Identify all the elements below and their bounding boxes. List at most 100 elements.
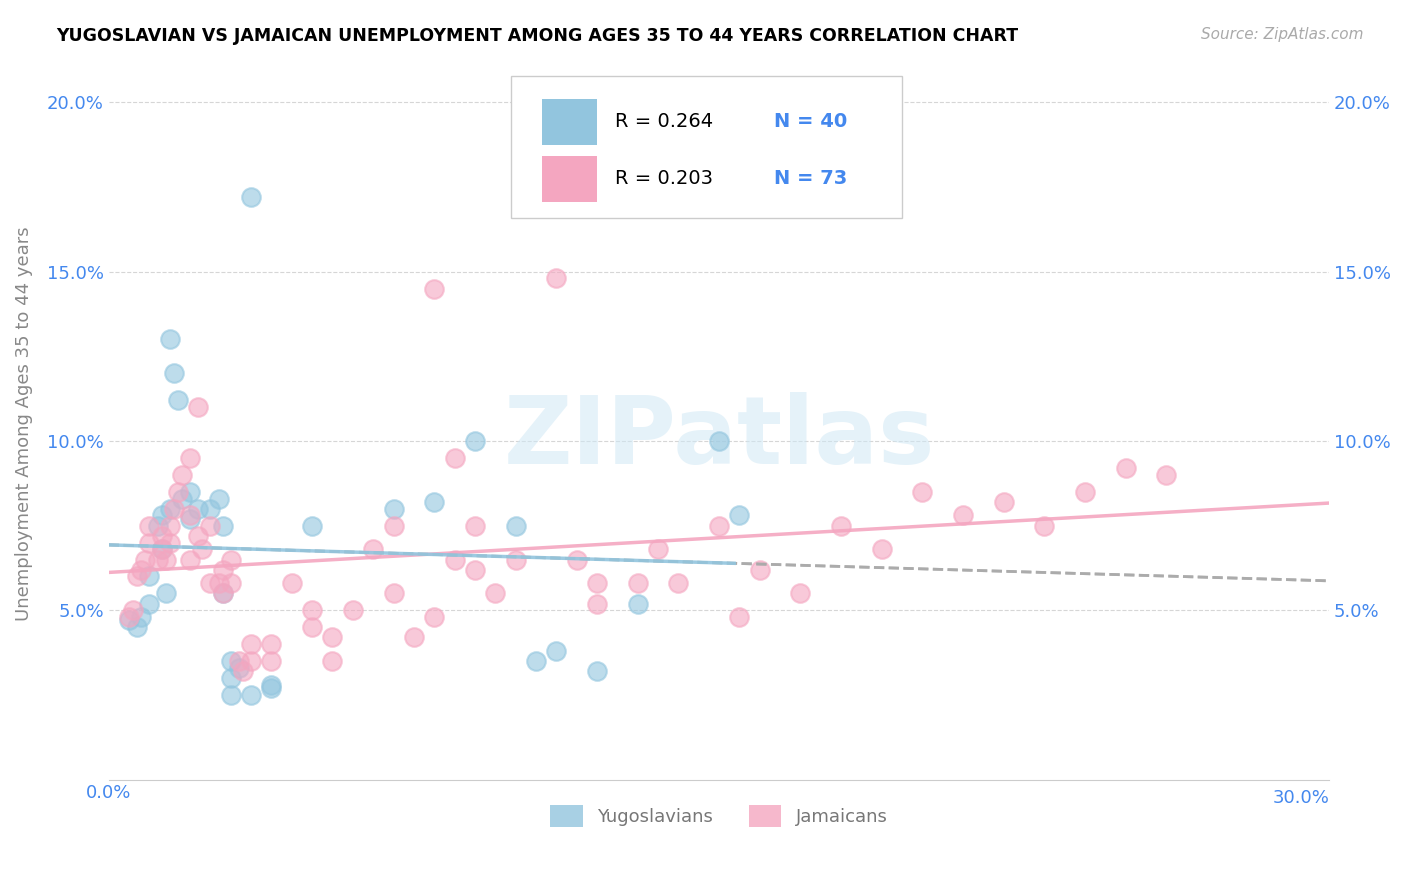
Point xyxy=(586,665,609,679)
FancyBboxPatch shape xyxy=(541,155,598,202)
Text: R = 0.264: R = 0.264 xyxy=(616,112,713,131)
Point xyxy=(728,508,751,523)
Point xyxy=(207,491,229,506)
Point xyxy=(138,597,160,611)
FancyBboxPatch shape xyxy=(512,76,903,218)
Point xyxy=(200,518,222,533)
Text: YUGOSLAVIAN VS JAMAICAN UNEMPLOYMENT AMONG AGES 35 TO 44 YEARS CORRELATION CHART: YUGOSLAVIAN VS JAMAICAN UNEMPLOYMENT AMO… xyxy=(56,27,1018,45)
Point xyxy=(146,552,169,566)
Text: ZIPatlas: ZIPatlas xyxy=(503,392,935,484)
Point xyxy=(187,501,209,516)
Point xyxy=(228,654,250,668)
Point xyxy=(565,552,588,566)
Point xyxy=(728,610,751,624)
Point xyxy=(952,508,974,523)
Point xyxy=(207,576,229,591)
Point xyxy=(342,603,364,617)
Point xyxy=(464,518,486,533)
Point xyxy=(150,542,173,557)
Point xyxy=(118,614,141,628)
Point xyxy=(179,508,201,523)
Point xyxy=(1074,484,1097,499)
Point xyxy=(1115,461,1137,475)
Y-axis label: Unemployment Among Ages 35 to 44 years: Unemployment Among Ages 35 to 44 years xyxy=(15,227,32,622)
Point xyxy=(707,518,730,533)
Point xyxy=(281,576,304,591)
Point xyxy=(260,678,283,692)
Point xyxy=(666,576,689,591)
Point xyxy=(129,563,152,577)
Point xyxy=(443,552,465,566)
Point xyxy=(211,586,233,600)
Point xyxy=(382,586,405,600)
Point xyxy=(240,190,263,204)
Point xyxy=(260,637,283,651)
Point xyxy=(423,610,446,624)
Point xyxy=(647,542,669,557)
Point xyxy=(150,508,173,523)
Point xyxy=(626,576,648,591)
Point xyxy=(211,563,233,577)
Point xyxy=(150,529,173,543)
Point xyxy=(240,688,263,702)
Point xyxy=(211,586,233,600)
Point xyxy=(127,569,149,583)
Point xyxy=(464,434,486,448)
Point xyxy=(626,597,648,611)
Point xyxy=(179,450,201,465)
Point xyxy=(321,631,343,645)
Point xyxy=(211,518,233,533)
Point xyxy=(159,535,181,549)
Point xyxy=(179,552,201,566)
Point xyxy=(260,681,283,696)
Point xyxy=(484,586,506,600)
Point xyxy=(170,467,193,482)
Point xyxy=(118,610,141,624)
Point xyxy=(586,576,609,591)
Point xyxy=(219,671,242,685)
Point xyxy=(138,518,160,533)
Point xyxy=(159,501,181,516)
Point xyxy=(200,501,222,516)
Point xyxy=(546,271,568,285)
Point xyxy=(402,631,425,645)
Point xyxy=(219,552,242,566)
Point xyxy=(167,393,190,408)
Text: N = 40: N = 40 xyxy=(773,112,846,131)
Text: R = 0.203: R = 0.203 xyxy=(616,169,713,188)
Point xyxy=(260,654,283,668)
Text: 30.0%: 30.0% xyxy=(1272,789,1329,807)
Point xyxy=(155,586,177,600)
Point xyxy=(159,518,181,533)
Point xyxy=(748,563,770,577)
Point xyxy=(464,563,486,577)
Point xyxy=(122,603,145,617)
Point xyxy=(240,637,263,651)
Legend: Yugoslavians, Jamaicans: Yugoslavians, Jamaicans xyxy=(543,798,896,835)
Point xyxy=(167,484,190,499)
Point xyxy=(546,644,568,658)
Point xyxy=(911,484,934,499)
Point xyxy=(505,518,527,533)
Point xyxy=(870,542,893,557)
Text: Source: ZipAtlas.com: Source: ZipAtlas.com xyxy=(1201,27,1364,42)
Point xyxy=(219,654,242,668)
Point xyxy=(232,665,254,679)
Point xyxy=(159,333,181,347)
Point xyxy=(200,576,222,591)
Point xyxy=(187,529,209,543)
Point xyxy=(228,661,250,675)
Point xyxy=(361,542,384,557)
Point xyxy=(830,518,852,533)
Point xyxy=(219,576,242,591)
Point xyxy=(789,586,811,600)
Point xyxy=(524,654,547,668)
Point xyxy=(134,552,156,566)
Point xyxy=(187,400,209,414)
Text: N = 73: N = 73 xyxy=(773,169,846,188)
Point xyxy=(301,620,323,634)
Point xyxy=(138,569,160,583)
Point xyxy=(707,434,730,448)
Point xyxy=(163,501,186,516)
Point xyxy=(179,484,201,499)
